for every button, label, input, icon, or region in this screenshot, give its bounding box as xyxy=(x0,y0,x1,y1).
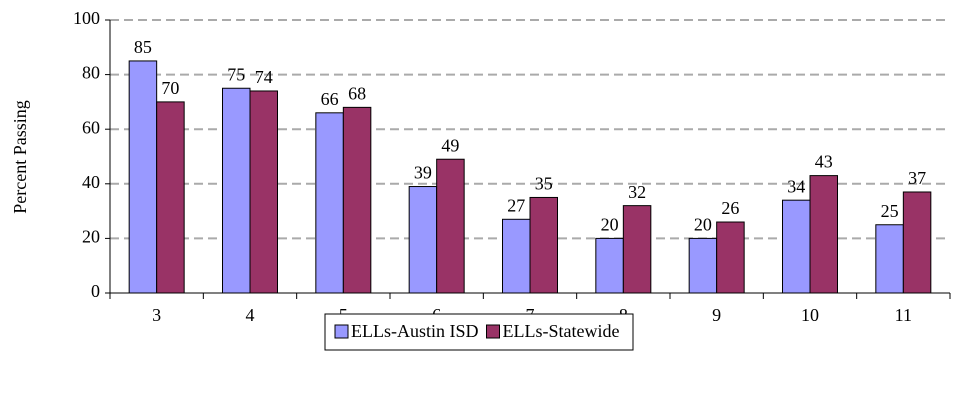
legend-label: ELLs-Statewide xyxy=(503,321,620,341)
bar xyxy=(622,205,652,294)
data-label: 25 xyxy=(881,201,899,221)
data-label: 20 xyxy=(694,215,712,235)
bar xyxy=(809,175,838,294)
data-label: 32 xyxy=(628,182,646,202)
y-tick-label: 80 xyxy=(82,63,100,83)
y-tick-label: 100 xyxy=(73,8,100,28)
data-label: 34 xyxy=(787,176,805,196)
y-tick-label: 40 xyxy=(82,172,100,192)
bar xyxy=(688,237,718,294)
data-label: 85 xyxy=(134,37,152,57)
data-label: 43 xyxy=(815,152,833,172)
bar xyxy=(156,101,185,294)
bar xyxy=(436,158,465,294)
data-label: 68 xyxy=(348,83,366,103)
legend-swatch xyxy=(486,324,500,339)
data-label: 66 xyxy=(321,89,339,109)
y-axis-label: Percent Passing xyxy=(10,100,30,213)
bar xyxy=(782,199,811,294)
bar xyxy=(875,224,904,294)
x-tick-label: 11 xyxy=(895,305,912,325)
legend-label: ELLs-Austin ISD xyxy=(351,321,479,341)
x-tick-label: 3 xyxy=(152,305,161,325)
bar xyxy=(716,221,745,294)
data-label: 70 xyxy=(161,78,179,98)
bar xyxy=(315,112,344,294)
data-label: 75 xyxy=(227,64,245,84)
data-label: 74 xyxy=(255,67,273,87)
legend-box xyxy=(324,313,634,351)
y-tick-label: 0 xyxy=(91,281,100,301)
y-tick-label: 20 xyxy=(82,227,100,247)
data-label: 35 xyxy=(535,174,553,194)
data-label: 37 xyxy=(908,168,926,188)
bar xyxy=(342,106,372,294)
bar xyxy=(249,90,278,294)
bar xyxy=(222,87,251,294)
legend-swatch xyxy=(334,324,349,339)
bar xyxy=(408,186,438,294)
bar xyxy=(128,60,158,294)
data-label: 26 xyxy=(721,198,739,218)
x-tick-label: 9 xyxy=(712,305,721,325)
bar xyxy=(529,196,558,294)
bar xyxy=(595,237,624,294)
bar xyxy=(502,218,531,294)
data-label: 27 xyxy=(507,195,525,215)
data-label: 49 xyxy=(441,135,459,155)
x-tick-label: 10 xyxy=(801,305,819,325)
bar xyxy=(902,191,932,294)
data-label: 39 xyxy=(414,163,432,183)
data-label: 20 xyxy=(601,215,619,235)
x-tick-label: 4 xyxy=(246,305,255,325)
y-tick-label: 60 xyxy=(82,117,100,137)
